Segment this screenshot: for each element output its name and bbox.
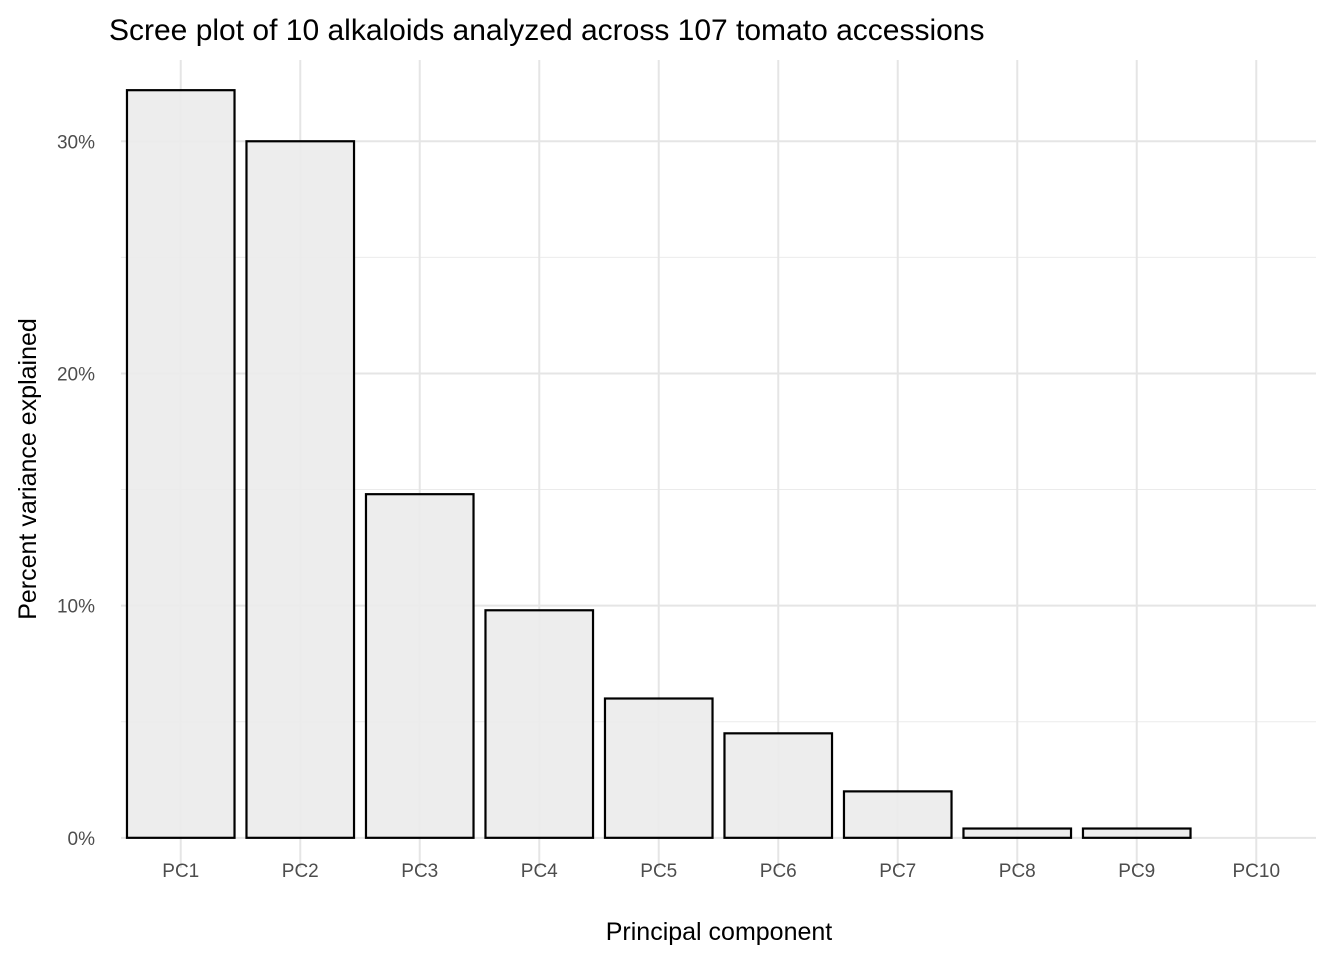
x-tick-label: PC8 xyxy=(999,861,1036,882)
bar-pc8 xyxy=(962,827,1073,839)
x-tick-label: PC3 xyxy=(401,861,438,882)
x-tick-label: PC1 xyxy=(162,861,199,882)
x-tick-label: PC4 xyxy=(521,861,558,882)
y-tick-label: 0% xyxy=(68,829,96,850)
bar-pc5 xyxy=(603,697,714,839)
chart-title: Scree plot of 10 alkaloids analyzed acro… xyxy=(109,14,985,47)
bar-pc1 xyxy=(125,89,236,839)
y-tick-label: 20% xyxy=(57,364,95,385)
y-tick-labels: 0% 10% 20% 30% xyxy=(57,132,95,850)
bar-pc9 xyxy=(1081,827,1192,839)
x-tick-label: PC6 xyxy=(760,861,797,882)
x-axis-label: Principal component xyxy=(606,918,833,946)
x-tick-label: PC9 xyxy=(1118,861,1155,882)
y-axis-label: Percent variance explained xyxy=(14,318,42,620)
x-tick-label: PC2 xyxy=(282,861,319,882)
bar-pc4 xyxy=(484,609,595,839)
x-tick-label: PC7 xyxy=(879,861,916,882)
bar-pc6 xyxy=(723,732,834,839)
x-tick-labels: PC1 PC2 PC3 PC4 PC5 PC6 PC7 PC8 PC9 PC10 xyxy=(162,861,1280,882)
bar-pc3 xyxy=(364,493,475,839)
x-tick-label: PC10 xyxy=(1232,861,1280,882)
y-tick-label: 10% xyxy=(57,597,95,618)
bars xyxy=(125,89,1192,839)
x-tick-label: PC5 xyxy=(640,861,677,882)
y-tick-label: 30% xyxy=(57,132,95,153)
bar-pc2 xyxy=(245,140,356,839)
bar-pc7 xyxy=(842,790,953,839)
